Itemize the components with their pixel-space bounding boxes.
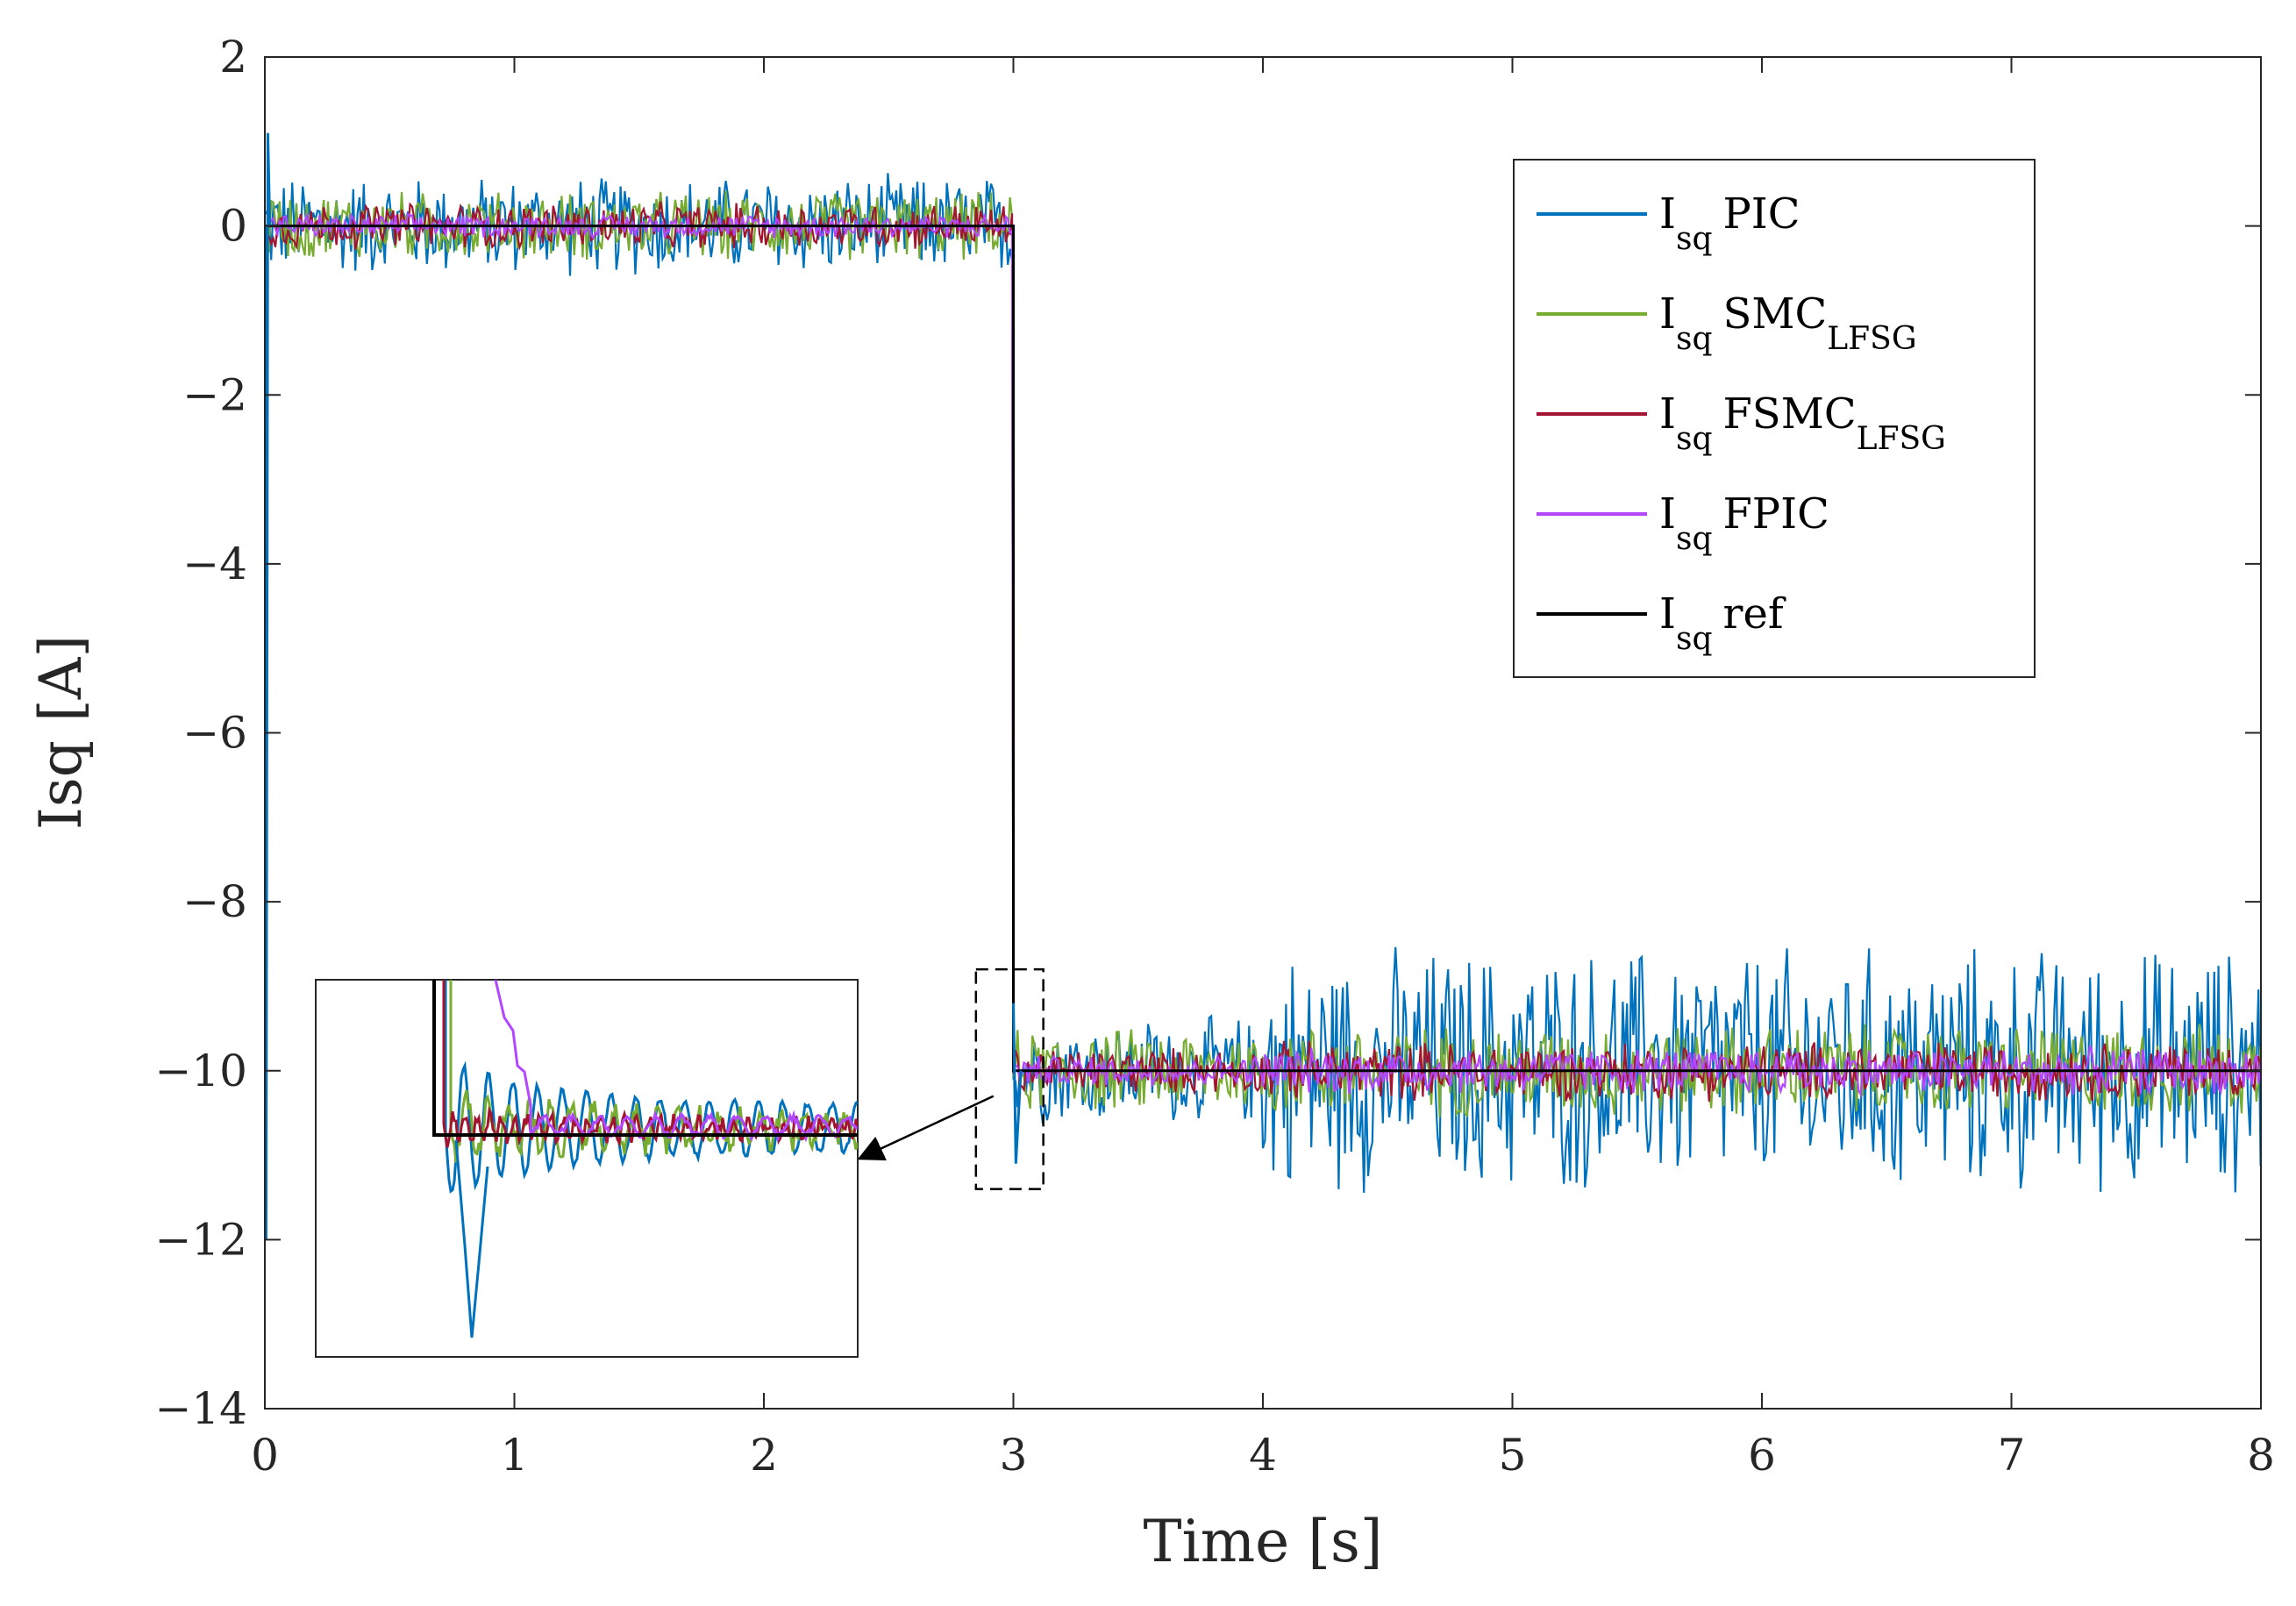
inset-series: [432, 980, 858, 1338]
pic-step-undershoot: [1012, 1003, 1023, 1164]
y-tick-label: −6: [182, 708, 247, 759]
inset-pic-dip: [454, 1139, 489, 1338]
x-tick-label: 2: [750, 1430, 778, 1481]
x-tick-label: 7: [1998, 1430, 2026, 1481]
x-tick-label: 6: [1748, 1430, 1776, 1481]
legend-entry-smc: IsqSMCLFSG: [1659, 289, 1917, 357]
inset-line-fpic: [494, 980, 858, 1143]
series-layer: [265, 132, 2261, 1240]
inset-line-ref: [432, 980, 858, 1137]
inset-zoom: [315, 979, 859, 1358]
series-line-ref: [265, 225, 2261, 1073]
x-tick-label: 5: [1499, 1430, 1527, 1481]
legend-entry-fpic: IsqFPIC: [1659, 489, 1829, 557]
x-tick-label: 8: [2247, 1430, 2275, 1481]
y-tick-label: −10: [154, 1046, 247, 1096]
y-axis-label: Isq [A]: [27, 635, 95, 830]
zoom-region-box: [974, 967, 1045, 1190]
legend-entry-pic: IsqPIC: [1659, 189, 1800, 257]
x-tick-label: 0: [251, 1430, 279, 1481]
y-tick-label: −8: [182, 876, 247, 927]
axis-ticks: 0 1 2 3 4 5 6 7 8 2 0 −2 −4 −6 −8 −10 −12 −14: [154, 32, 2274, 1481]
y-tick-label: −12: [154, 1214, 247, 1265]
y-tick-label: −4: [182, 539, 247, 589]
y-tick-label: 2: [219, 32, 247, 82]
inset-box: [315, 979, 859, 1358]
y-tick-label: 0: [219, 201, 247, 252]
legend-box: [1513, 159, 2036, 678]
legend-entry-ref: Isqref: [1659, 589, 1786, 657]
x-tick-label: 1: [501, 1430, 529, 1481]
y-tick-label: −2: [182, 369, 247, 420]
zoom-arrow: [857, 1095, 995, 1161]
legend-entry-fsmc: IsqFSMCLFSG: [1659, 389, 1946, 457]
x-tick-label: 3: [1000, 1430, 1028, 1481]
y-tick-label: −14: [154, 1383, 247, 1434]
x-tick-label: 4: [1249, 1430, 1277, 1481]
series-line-fpic: [265, 211, 2261, 1098]
legend: IsqPIC IsqSMCLFSG IsqFSMCLFSG IsqFPIC Isqref: [1513, 159, 2036, 678]
zoom-indicator: [857, 967, 1045, 1190]
x-axis-label: Time [s]: [1143, 1508, 1382, 1575]
inset-line-fsmc: [442, 980, 858, 1148]
